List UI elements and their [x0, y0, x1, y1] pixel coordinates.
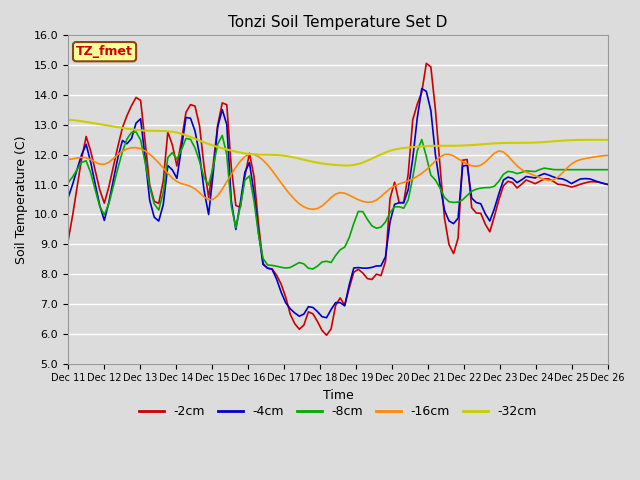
- Legend: -2cm, -4cm, -8cm, -16cm, -32cm: -2cm, -4cm, -8cm, -16cm, -32cm: [134, 400, 542, 423]
- Y-axis label: Soil Temperature (C): Soil Temperature (C): [15, 135, 28, 264]
- Text: TZ_fmet: TZ_fmet: [76, 45, 133, 58]
- X-axis label: Time: Time: [323, 389, 353, 402]
- Title: Tonzi Soil Temperature Set D: Tonzi Soil Temperature Set D: [228, 15, 447, 30]
